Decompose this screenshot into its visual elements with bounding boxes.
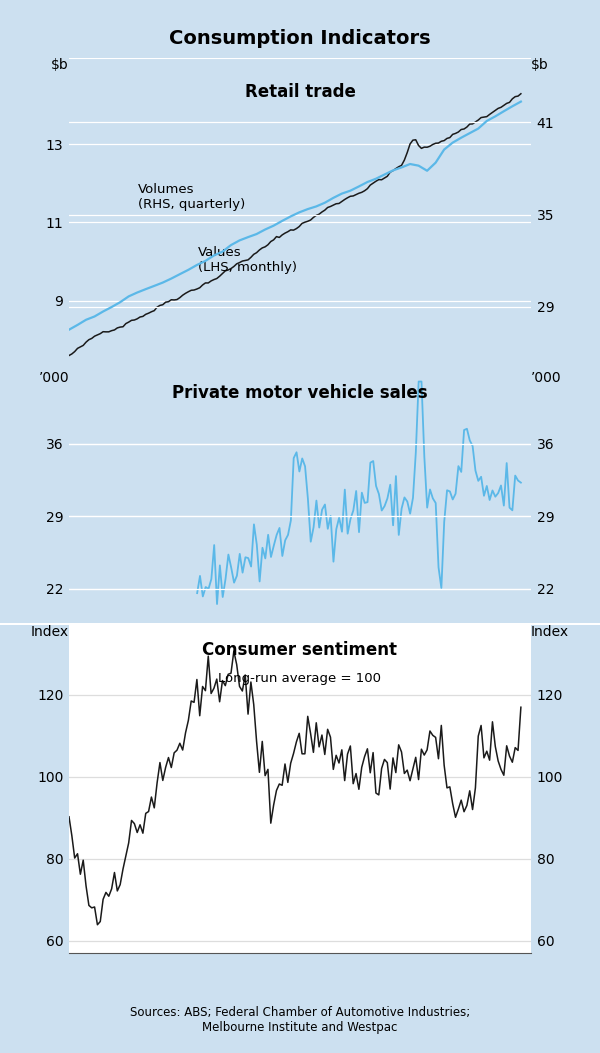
Text: ’000: ’000: [38, 371, 69, 385]
Text: Index: Index: [31, 624, 69, 639]
Text: Long-run average = 100: Long-run average = 100: [218, 673, 382, 686]
Text: Index: Index: [531, 624, 569, 639]
Text: Consumer sentiment: Consumer sentiment: [203, 641, 398, 659]
Text: Retail trade: Retail trade: [245, 83, 355, 101]
Text: Volumes
(RHS, quarterly): Volumes (RHS, quarterly): [139, 183, 245, 212]
Text: Private motor vehicle sales: Private motor vehicle sales: [172, 384, 428, 402]
Text: Sources: ABS; Federal Chamber of Automotive Industries;
Melbourne Institute and : Sources: ABS; Federal Chamber of Automot…: [130, 1006, 470, 1034]
Text: $b: $b: [51, 58, 69, 72]
Text: $b: $b: [531, 58, 549, 72]
Text: Values
(LHS, monthly): Values (LHS, monthly): [199, 245, 298, 274]
Text: Consumption Indicators: Consumption Indicators: [169, 29, 431, 48]
Text: ’000: ’000: [531, 371, 562, 385]
